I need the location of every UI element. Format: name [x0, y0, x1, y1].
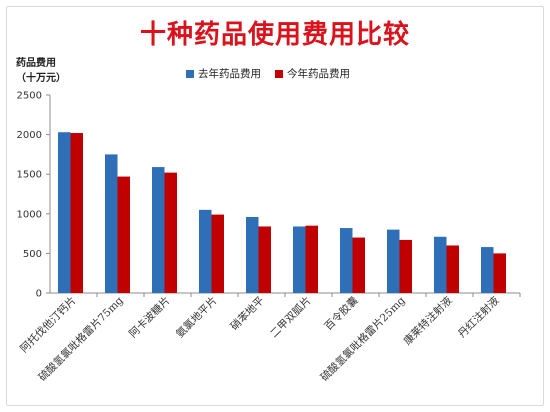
bar-last-year [246, 216, 259, 293]
bar-this-year [493, 253, 506, 293]
bar-last-year [199, 209, 212, 293]
bar-last-year [340, 228, 353, 293]
bar-this-year [305, 225, 318, 293]
legend-item-last-year: 去年药品费用 [186, 66, 261, 81]
x-category-label: 丹红注射液 [455, 294, 502, 341]
bar-this-year [258, 226, 271, 293]
x-category-label: 百令胶囊 [322, 294, 361, 333]
bar-last-year [481, 247, 494, 293]
y-tick-label: 2000 [17, 130, 42, 141]
bar-this-year [117, 176, 130, 293]
bar-last-year [152, 167, 165, 293]
legend-swatch-last-year [186, 69, 194, 78]
bar-this-year [352, 237, 365, 293]
y-axis-label: 药品费用 （十万元） [16, 56, 66, 86]
bar-this-year [164, 172, 177, 293]
y-tick-label: 1000 [17, 209, 42, 220]
y-tick-label: 0 [36, 289, 42, 300]
x-category-label: 硝苯地平 [228, 294, 267, 333]
x-category-label: 氨氯地平片 [173, 294, 219, 340]
bar-last-year [105, 154, 118, 293]
bar-this-year [446, 245, 459, 293]
chart-frame [6, 6, 544, 406]
bar-this-year [211, 214, 224, 293]
x-category-label: 二甲双胍片 [267, 294, 313, 340]
y-tick-label: 2500 [17, 91, 42, 102]
y-axis-label-line2: （十万元） [16, 73, 66, 84]
legend-item-this-year: 今年药品费用 [275, 66, 350, 81]
x-category-label: 阿卡波糖片 [126, 294, 172, 340]
x-category-label: 硫酸氢氯吡格雷片25mg [318, 294, 408, 384]
x-category-label: 康莱特注射液 [401, 294, 455, 348]
y-tick-label: 1500 [17, 170, 42, 181]
bar-last-year [387, 229, 400, 293]
y-tick-label: 500 [23, 249, 42, 260]
legend-label-this-year: 今年药品费用 [287, 68, 350, 80]
bar-this-year [399, 239, 412, 293]
legend-label-last-year: 去年药品费用 [198, 68, 261, 80]
legend-swatch-this-year [275, 69, 283, 78]
bar-this-year [70, 133, 83, 293]
chart-title: 十种药品使用费用比较 [139, 20, 410, 50]
y-axis-label-line1: 药品费用 [16, 58, 56, 69]
bar-last-year [434, 236, 447, 293]
bar-last-year [58, 132, 71, 293]
legend: 去年药品费用 今年药品费用 [186, 66, 350, 81]
x-category-label: 硫酸氢氯吡格雷片75mg [36, 294, 126, 384]
bar-last-year [293, 226, 306, 293]
